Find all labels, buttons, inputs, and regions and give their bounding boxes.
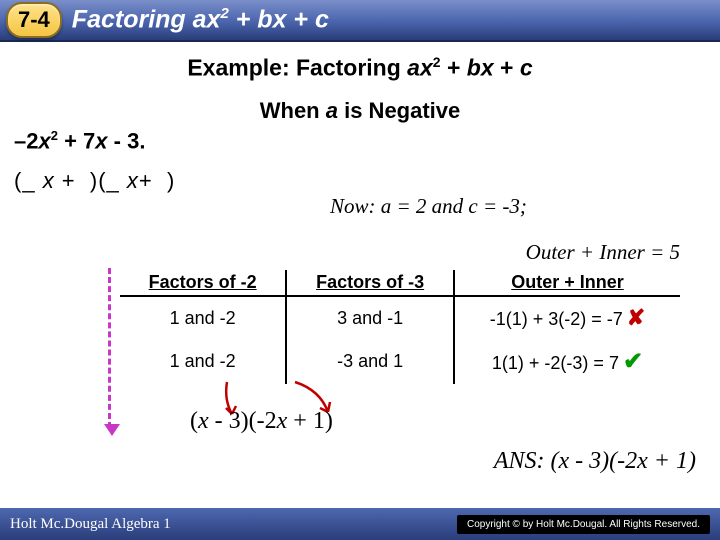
col-header-f2: Factors of -2 [120,270,286,296]
now-line: Now: a = 2 and c = -3; [330,194,527,219]
col-header-calc: Outer + Inner [454,270,680,296]
table-row: 1 and -2 3 and -1 -1(1) + 3(-2) = -7✘ [120,296,680,339]
cell-calc: 1(1) + -2(-3) = 7✔ [454,339,680,384]
cell-f3: -3 and 1 [286,339,454,384]
footer-bar: Holt Mc.Dougal Algebra 1 Copyright © by … [0,508,720,540]
cell-f2: 1 and -2 [120,339,286,384]
title-bar: 7-4 Factoring ax2 + bx + c [0,0,720,42]
cell-f3: 3 and -1 [286,296,454,339]
when-line: When a is Negative [0,98,720,124]
table-row: 1 and -2 -3 and 1 1(1) + -2(-3) = 7✔ [120,339,680,384]
answer-line: ANS: (x - 3)(-2x + 1) [494,448,696,475]
check-mark-icon: ✔ [623,348,643,375]
title-text: Factoring ax2 + bx + c [72,5,329,34]
factor-template: (_ x + )(_ x+ ) [14,168,720,194]
dashed-arrow-icon [108,268,111,428]
problem-expression: –2x2 + 7x - 3. [14,128,720,154]
cell-calc: -1(1) + 3(-2) = -7✘ [454,296,680,339]
footer-right: Copyright © by Holt Mc.Dougal. All Right… [457,515,710,534]
result-expression: (x - 3)(-2x + 1) [190,408,333,435]
x-mark-icon: ✘ [627,305,645,330]
outer-inner-equation: Outer + Inner = 5 [526,240,680,265]
factor-table: Factors of -2 Factors of -3 Outer + Inne… [120,270,680,384]
col-header-f3: Factors of -3 [286,270,454,296]
footer-left: Holt Mc.Dougal Algebra 1 [10,516,171,533]
cell-f2: 1 and -2 [120,296,286,339]
subtitle: Example: Factoring ax2 + bx + c [0,54,720,82]
lesson-badge: 7-4 [6,2,62,38]
